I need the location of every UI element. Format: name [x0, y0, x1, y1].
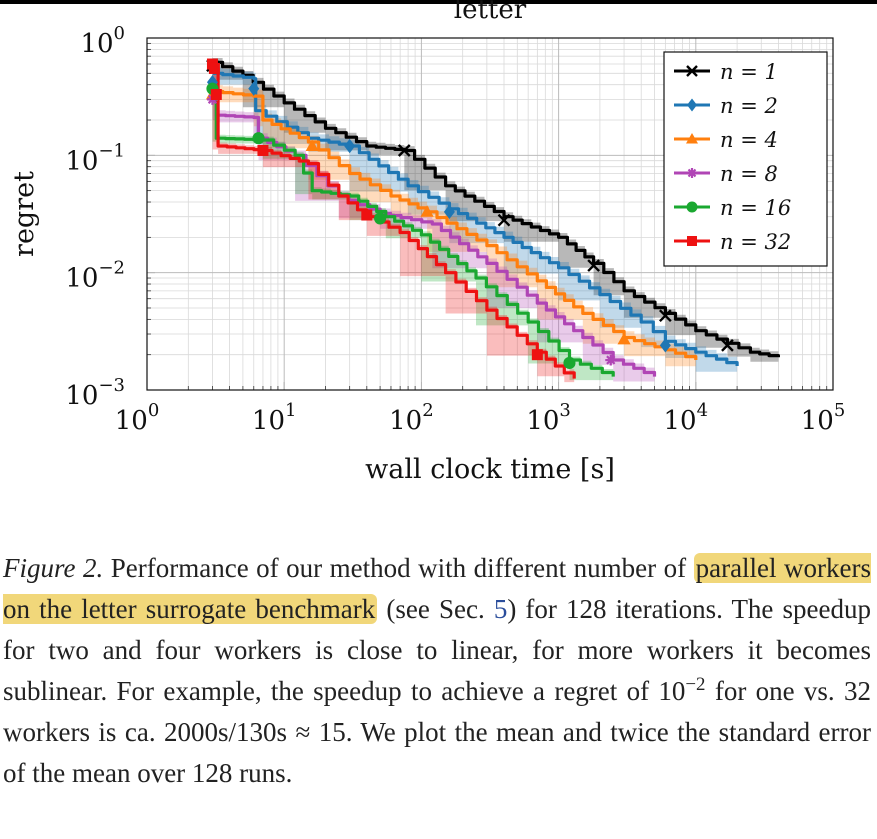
triangle-marker: [420, 205, 434, 217]
diamond-marker: [687, 98, 697, 112]
x-axis-label: wall clock time [s]: [365, 454, 615, 485]
legend-label: n = 16: [720, 196, 791, 220]
triangle-marker: [686, 133, 698, 144]
series-line: [212, 71, 739, 366]
legend-label: n = 4: [720, 128, 778, 152]
square-marker: [687, 236, 697, 246]
series-line: [212, 60, 780, 358]
x-tick-label: 105: [801, 400, 846, 436]
x-tick-label: 102: [389, 400, 434, 436]
caption-text-4: for one vs. 32 workers is ca. 2000s/130s…: [3, 676, 871, 788]
diamond-marker: [248, 81, 260, 96]
square-marker: [210, 88, 222, 100]
y-axis-label: regret: [9, 171, 40, 257]
triangle-marker: [305, 139, 319, 151]
circle-marker: [374, 212, 387, 225]
caption-text-1: Performance of our method with different…: [103, 553, 694, 583]
circle-marker: [252, 132, 265, 145]
legend-label: n = 32: [720, 230, 791, 254]
series-line: [212, 87, 615, 377]
figure-caption: Figure 2. Performance of our method with…: [3, 548, 872, 794]
top-rule: [0, 0, 877, 4]
plot-frame: [146, 37, 834, 391]
x-tick-label: 101: [252, 400, 297, 436]
error-band: [212, 85, 614, 381]
diamond-marker: [659, 338, 671, 353]
error-band: [212, 85, 696, 367]
caption-exponent: −2: [685, 674, 706, 695]
y-tick-label: 10−2: [65, 258, 125, 294]
cross-marker: [497, 213, 511, 227]
square-marker: [257, 144, 269, 156]
cross-marker: [397, 144, 411, 157]
triangle-marker: [617, 332, 631, 345]
x-tick-label: 104: [664, 400, 709, 436]
x-tick-label: 100: [115, 400, 160, 436]
caption-text-2: (see Sec.: [377, 594, 494, 624]
square-marker: [208, 62, 220, 74]
circle-marker: [686, 201, 698, 213]
legend-label: n = 2: [720, 94, 778, 118]
error-band: [212, 94, 655, 382]
square-marker: [531, 349, 543, 361]
y-tick-label: 10−3: [65, 375, 125, 411]
star-marker: [687, 168, 697, 178]
series-line: [212, 89, 698, 360]
error-band: [212, 65, 575, 383]
square-marker: [361, 209, 373, 221]
tick-labels: 100 101 102 103 104 105 100 10−1 10−2 10−3: [65, 23, 845, 436]
section-link[interactable]: 5: [493, 594, 508, 624]
cross-marker: [686, 65, 698, 77]
chart-title: letter: [454, 0, 527, 25]
regret-chart: 100 101 102 103 104 105 100 10−1 10−2 10−3 letter…: [9, 0, 845, 485]
legend-label: n = 8: [720, 162, 778, 186]
diamond-marker: [344, 138, 356, 154]
cross-marker: [659, 309, 672, 323]
legend-label: n = 1: [720, 60, 778, 84]
legend-box: [663, 51, 828, 267]
series-markers: [205, 58, 734, 370]
y-tick-label: 100: [80, 23, 125, 59]
cross-marker: [721, 339, 734, 352]
caption-text-3: ) for 128 iterations. The speedup for tw…: [3, 594, 871, 706]
caption-label: Figure 2.: [3, 553, 104, 583]
series-lines: [212, 60, 780, 379]
y-tick-label: 10−1: [65, 140, 125, 176]
circle-marker: [563, 356, 576, 370]
diamond-marker: [443, 204, 455, 219]
x-tick-label: 103: [526, 400, 571, 436]
chart-legend: n = 1 n = 2 n = 4 n = 8 n = 16 n = 32: [663, 51, 828, 267]
diamond-marker: [206, 75, 218, 90]
series-line: [212, 66, 576, 379]
star-marker: [605, 354, 617, 366]
cross-marker: [587, 259, 600, 272]
